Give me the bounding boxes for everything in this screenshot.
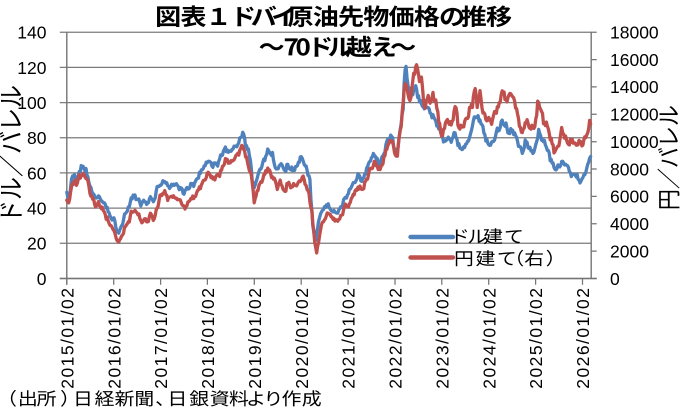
svg-text:40: 40 xyxy=(27,199,47,219)
svg-text:2025/01/02: 2025/01/02 xyxy=(526,287,546,389)
svg-text:2000: 2000 xyxy=(610,241,649,261)
svg-text:140: 140 xyxy=(17,23,46,43)
svg-text:8000: 8000 xyxy=(610,159,649,179)
svg-text:2015/01/02: 2015/01/02 xyxy=(57,287,77,389)
svg-text:2020/01/02: 2020/01/02 xyxy=(292,287,312,389)
svg-text:2016/01/02: 2016/01/02 xyxy=(104,287,124,389)
svg-text:4000: 4000 xyxy=(610,214,649,234)
svg-text:2017/01/02: 2017/01/02 xyxy=(151,287,171,389)
svg-text:2022/01/02: 2022/01/02 xyxy=(386,287,406,389)
svg-text:60: 60 xyxy=(27,163,47,183)
svg-text:6000: 6000 xyxy=(610,187,649,207)
svg-text:100: 100 xyxy=(17,93,46,113)
svg-text:0: 0 xyxy=(37,269,47,289)
svg-text:120: 120 xyxy=(17,58,46,78)
svg-text:2023/01/02: 2023/01/02 xyxy=(432,287,452,389)
svg-text:12000: 12000 xyxy=(610,105,659,125)
svg-text:14000: 14000 xyxy=(610,77,659,97)
svg-text:18000: 18000 xyxy=(610,23,659,43)
svg-text:2026/01/02: 2026/01/02 xyxy=(573,287,593,389)
svg-text:16000: 16000 xyxy=(610,50,659,70)
svg-text:2024/01/02: 2024/01/02 xyxy=(479,287,499,389)
svg-text:2019/01/02: 2019/01/02 xyxy=(245,287,265,389)
svg-text:2018/01/02: 2018/01/02 xyxy=(198,287,218,389)
svg-text:2021/01/02: 2021/01/02 xyxy=(339,287,359,389)
svg-text:80: 80 xyxy=(27,128,47,148)
svg-text:20: 20 xyxy=(27,234,47,254)
svg-text:10000: 10000 xyxy=(610,132,659,152)
svg-text:0: 0 xyxy=(610,269,620,289)
